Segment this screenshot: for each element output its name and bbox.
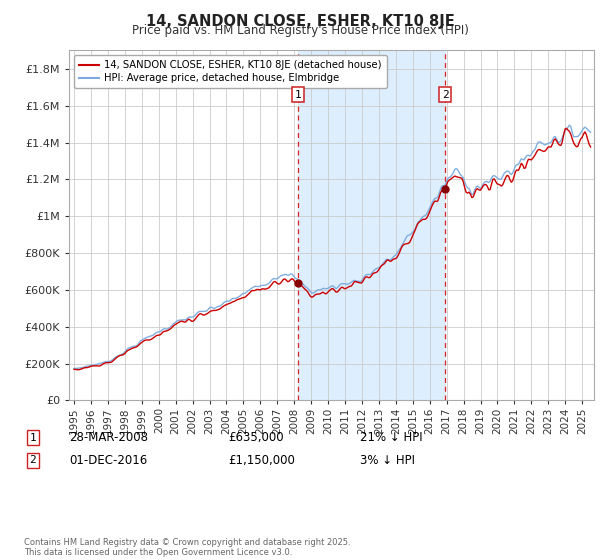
Text: 3% ↓ HPI: 3% ↓ HPI (360, 454, 415, 467)
Text: £635,000: £635,000 (228, 431, 284, 445)
Legend: 14, SANDON CLOSE, ESHER, KT10 8JE (detached house), HPI: Average price, detached: 14, SANDON CLOSE, ESHER, KT10 8JE (detac… (74, 55, 386, 88)
Text: 1: 1 (295, 90, 302, 100)
Text: Contains HM Land Registry data © Crown copyright and database right 2025.
This d: Contains HM Land Registry data © Crown c… (24, 538, 350, 557)
Text: 2: 2 (442, 90, 449, 100)
Text: 01-DEC-2016: 01-DEC-2016 (69, 454, 147, 467)
Text: 21% ↓ HPI: 21% ↓ HPI (360, 431, 422, 445)
Text: 14, SANDON CLOSE, ESHER, KT10 8JE: 14, SANDON CLOSE, ESHER, KT10 8JE (146, 14, 454, 29)
Text: Price paid vs. HM Land Registry's House Price Index (HPI): Price paid vs. HM Land Registry's House … (131, 24, 469, 36)
Text: 28-MAR-2008: 28-MAR-2008 (69, 431, 148, 445)
Text: £1,150,000: £1,150,000 (228, 454, 295, 467)
Text: 2: 2 (29, 455, 37, 465)
Text: 1: 1 (29, 433, 37, 443)
Bar (298, 50, 445, 400)
